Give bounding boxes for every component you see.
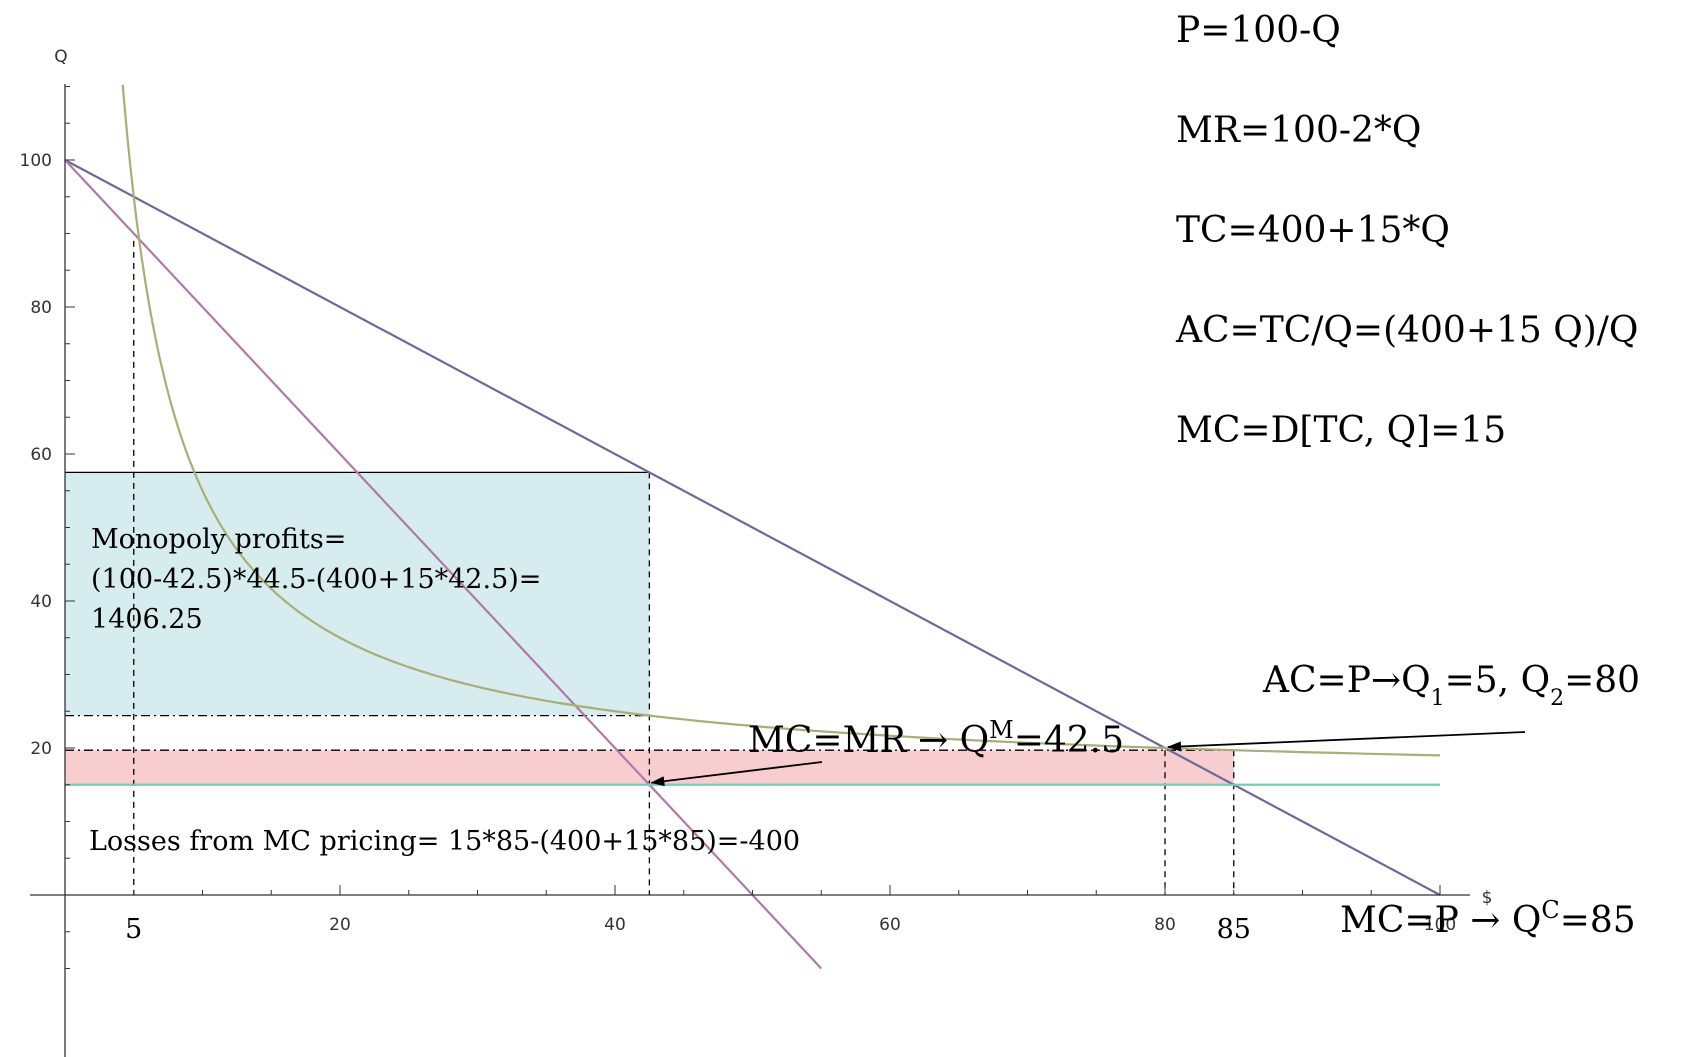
equation: MC=D[TC, Q]=15 (1176, 410, 1506, 451)
loss-area (65, 750, 1234, 785)
y-tick-label: 20 (30, 739, 52, 759)
equation: TC=400+15*Q (1176, 210, 1450, 251)
breakeven-annotation: AC=P→Q1=5, Q2=80 (1262, 660, 1640, 711)
monopoly-arrow (650, 761, 823, 787)
equation: P=100-Q (1176, 10, 1341, 51)
curves (64, 84, 1441, 970)
equation: AC=TC/Q=(400+15 Q)/Q (1175, 310, 1638, 351)
y-tick-label: 80 (30, 298, 52, 318)
x-tick-label-5: 5 (125, 914, 142, 945)
shaded-areas (65, 472, 1234, 785)
profit-text: 1406.25 (91, 604, 203, 635)
axes: 20 40 60 80 100 20 40 60 80 100 Q $5 85 (20, 47, 1493, 1057)
loss-text: Losses from MC pricing= 15*85-(400+15*85… (89, 826, 800, 857)
x-axis-label: $ (1482, 888, 1493, 908)
profit-area (65, 472, 650, 716)
profit-text: (100-42.5)*44.5-(400+15*42.5)= (91, 564, 541, 595)
x-tick-label: 100 (1424, 915, 1456, 935)
labels: P=100-Q MR=100-2*Q TC=400+15*Q AC=TC/Q=(400… (89, 10, 1640, 941)
competitive-annotation: MC=P → QC=85 (1340, 896, 1636, 941)
ac-curve (121, 84, 1441, 757)
monopoly-annotation: MC=MR → QM=42.5 (748, 716, 1124, 761)
x-tick-label: 60 (879, 915, 901, 935)
x-tick-label-85: 85 (1217, 914, 1251, 945)
demand-curve (64, 159, 1441, 896)
profit-text: Monopoly profits= (91, 524, 346, 555)
y-tick-label: 40 (30, 592, 52, 612)
x-tick-label: 80 (1154, 915, 1176, 935)
y-tick-label: 100 (20, 151, 52, 171)
x-tick-label: 20 (329, 915, 351, 935)
y-tick-label: 60 (30, 445, 52, 465)
equation: MR=100-2*Q (1176, 110, 1421, 151)
breakeven-arrow (1167, 731, 1526, 752)
guide-lines (65, 240, 1235, 895)
mr-curve (64, 159, 823, 970)
y-axis-label: Q (54, 47, 67, 67)
x-tick-label: 40 (604, 915, 626, 935)
